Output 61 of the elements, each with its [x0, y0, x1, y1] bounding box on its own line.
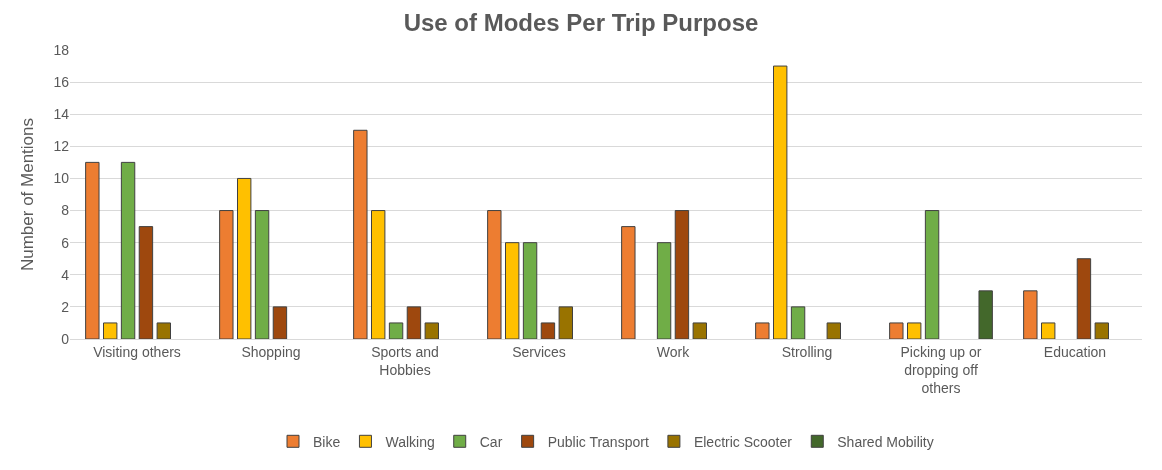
y-tick-label: 14: [53, 106, 70, 123]
y-tick-label: 6: [61, 234, 70, 251]
bar: [907, 322, 922, 339]
y-tick-label: 18: [53, 41, 70, 58]
y-tick-label: 16: [53, 74, 70, 91]
y-tick-label: 8: [61, 202, 70, 219]
bar: [219, 210, 234, 339]
bar: [103, 322, 118, 339]
bar: [237, 177, 252, 339]
bar: [755, 322, 770, 339]
bar: [424, 322, 439, 339]
y-tick-label: 2: [61, 298, 70, 315]
bar: [924, 210, 940, 339]
bar: [889, 322, 904, 339]
bar: [371, 210, 386, 339]
chart-title: Use of Modes Per Trip Purpose: [403, 8, 759, 36]
y-tick-label: 12: [53, 138, 70, 155]
x-tick-label: Visiting others: [93, 343, 181, 360]
legend-label: Car: [479, 433, 503, 450]
bar: [1094, 322, 1109, 339]
legend-label: Shared Mobility: [837, 433, 934, 450]
y-tick-label: 10: [53, 170, 70, 187]
bar: [773, 65, 788, 339]
legend-label: Walking: [385, 433, 435, 450]
bar: [487, 210, 502, 339]
bar: [1023, 290, 1038, 339]
bar: [692, 322, 707, 339]
bar: [85, 161, 100, 339]
x-tick-label: Picking up or dropping off others: [900, 343, 982, 397]
bar: [540, 322, 556, 339]
bar: [254, 210, 270, 339]
bar: [558, 306, 573, 339]
y-axis-title: Number of Mentions: [17, 117, 37, 272]
bar: [826, 322, 841, 339]
legend-label: Electric Scooter: [693, 433, 793, 450]
x-tick-label: Strolling: [781, 343, 833, 360]
x-tick-label: Work: [656, 343, 691, 360]
bar: [674, 210, 690, 339]
legend-label: Bike: [313, 433, 341, 450]
bar: [272, 306, 288, 339]
bar: [406, 306, 422, 339]
bar: [656, 242, 672, 339]
bar: [505, 242, 520, 339]
bar: [790, 306, 806, 339]
bar: [120, 161, 136, 339]
bar: [1041, 322, 1056, 339]
bar: [522, 242, 538, 339]
bar: [388, 322, 404, 339]
y-tick-label: 4: [61, 266, 70, 283]
bar: [353, 129, 368, 339]
x-tick-label: Services: [512, 343, 566, 360]
bar: [621, 226, 636, 339]
x-tick-label: Education: [1043, 343, 1107, 360]
y-tick-label: 0: [61, 330, 70, 347]
bar: [138, 226, 154, 339]
legend-label: Public Transport: [547, 433, 649, 450]
x-tick-label: Shopping: [241, 343, 301, 360]
bar: [1076, 258, 1092, 339]
x-tick-label: Sports and Hobbies: [371, 343, 439, 378]
bar: [978, 290, 993, 339]
bar: [156, 322, 171, 339]
